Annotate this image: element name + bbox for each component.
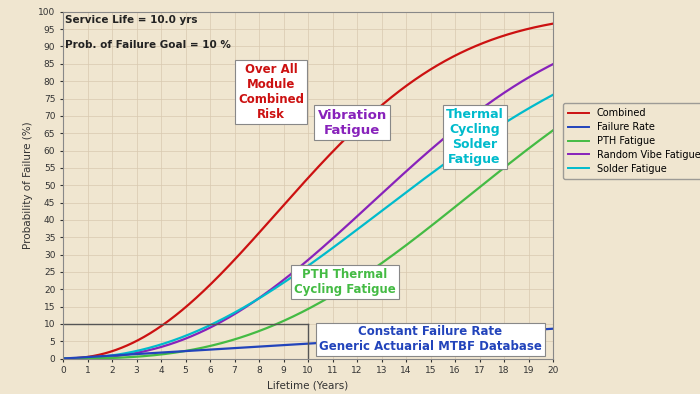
Random Vibe Fatigue [59,356,67,361]
Solder Fatigue [297,268,305,273]
Text: Vibration
Fatigue: Vibration Fatigue [318,109,386,137]
Text: Service Life = 10.0 yrs: Service Life = 10.0 yrs [66,15,198,25]
Solder Fatigue [84,355,92,360]
Failure Rate [84,355,92,359]
Combined [59,356,67,361]
PTH Fatigue [59,356,67,361]
PTH Fatigue [84,356,92,361]
Solder Fatigue [549,93,557,97]
Solder Fatigue [534,100,542,105]
Text: Thermal
Cycling
Solder
Fatigue: Thermal Cycling Solder Fatigue [446,108,503,165]
Combined [84,355,92,359]
Random Vibe Fatigue [534,69,542,74]
Legend: Combined, Failure Rate, PTH Fatigue, Random Vibe Fatigue, Solder Fatigue: Combined, Failure Rate, PTH Fatigue, Ran… [563,103,700,178]
Text: Prob. of Failure Goal = 10 %: Prob. of Failure Goal = 10 % [66,39,231,50]
Combined [444,56,453,61]
Random Vibe Fatigue [284,274,293,279]
Random Vibe Fatigue [84,356,92,361]
PTH Fatigue [534,139,542,143]
Line: Failure Rate: Failure Rate [63,329,553,359]
Line: PTH Fatigue: PTH Fatigue [63,130,553,359]
Text: Constant Failure Rate
Generic Actuarial MTBF Database: Constant Failure Rate Generic Actuarial … [319,325,542,353]
PTH Fatigue [535,138,543,143]
X-axis label: Lifetime (Years): Lifetime (Years) [267,381,349,391]
Combined [297,183,305,188]
Failure Rate [297,342,305,346]
Failure Rate [284,342,293,347]
Combined [534,24,542,29]
Text: Over All
Module
Combined
Risk: Over All Module Combined Risk [238,63,304,121]
Random Vibe Fatigue [297,263,305,268]
Solder Fatigue [535,100,543,105]
PTH Fatigue [444,210,453,214]
Solder Fatigue [284,277,293,282]
Y-axis label: Probability of Failure (%): Probability of Failure (%) [22,121,33,249]
Line: Solder Fatigue: Solder Fatigue [63,95,553,359]
Combined [535,24,543,29]
Failure Rate [534,327,542,332]
Solder Fatigue [59,356,67,361]
Line: Combined: Combined [63,24,553,359]
Random Vibe Fatigue [535,69,543,74]
Combined [284,198,293,203]
Failure Rate [59,356,67,361]
PTH Fatigue [297,310,305,315]
Text: PTH Thermal
Cycling Fatigue: PTH Thermal Cycling Fatigue [294,268,396,296]
Line: Random Vibe Fatigue: Random Vibe Fatigue [63,64,553,359]
Failure Rate [535,327,543,332]
Combined [549,21,557,26]
PTH Fatigue [284,316,293,321]
Solder Fatigue [444,158,453,163]
Failure Rate [444,333,453,337]
Failure Rate [549,326,557,331]
PTH Fatigue [549,128,557,133]
Random Vibe Fatigue [444,132,453,137]
Random Vibe Fatigue [549,62,557,67]
